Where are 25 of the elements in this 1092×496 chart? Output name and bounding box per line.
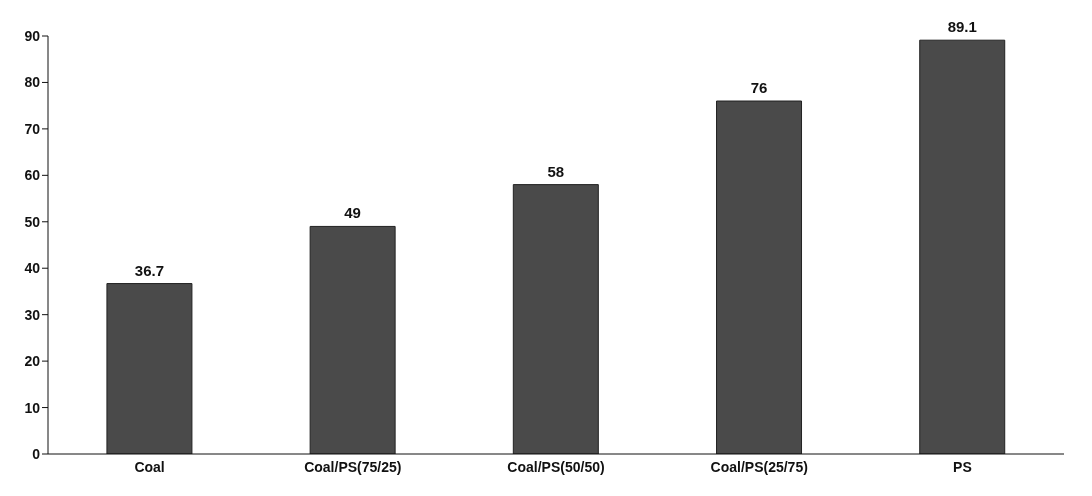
y-tick-label: 20 [24, 353, 41, 370]
x-tick-label: Coal/PS(25/75) [710, 458, 808, 475]
x-tick-label: Coal [134, 458, 165, 475]
y-tick-label: 70 [24, 120, 41, 137]
y-tick-label: 40 [24, 260, 41, 277]
bar [919, 39, 1006, 454]
data-label: 76 [750, 79, 768, 97]
y-tick-label: 50 [24, 213, 41, 230]
x-tick-label: PS [953, 458, 972, 475]
y-tick-label: 60 [24, 167, 41, 184]
x-tick-label: Coal/PS(50/50) [507, 458, 605, 475]
y-tick-label: 10 [24, 399, 41, 416]
data-label: 36.7 [134, 261, 165, 279]
data-label: 58 [547, 162, 565, 180]
bar [106, 283, 193, 454]
bar [716, 100, 803, 454]
bar [512, 184, 599, 454]
data-label: 49 [344, 204, 361, 222]
y-tick-label: 0 [32, 445, 41, 462]
y-tick-label: 90 [24, 27, 41, 44]
y-tick-label: 30 [24, 306, 41, 323]
bar [309, 225, 396, 454]
y-tick-label: 80 [24, 74, 41, 91]
data-label: 89.1 [947, 18, 977, 36]
x-tick-label: Coal/PS(75/25) [304, 458, 402, 475]
